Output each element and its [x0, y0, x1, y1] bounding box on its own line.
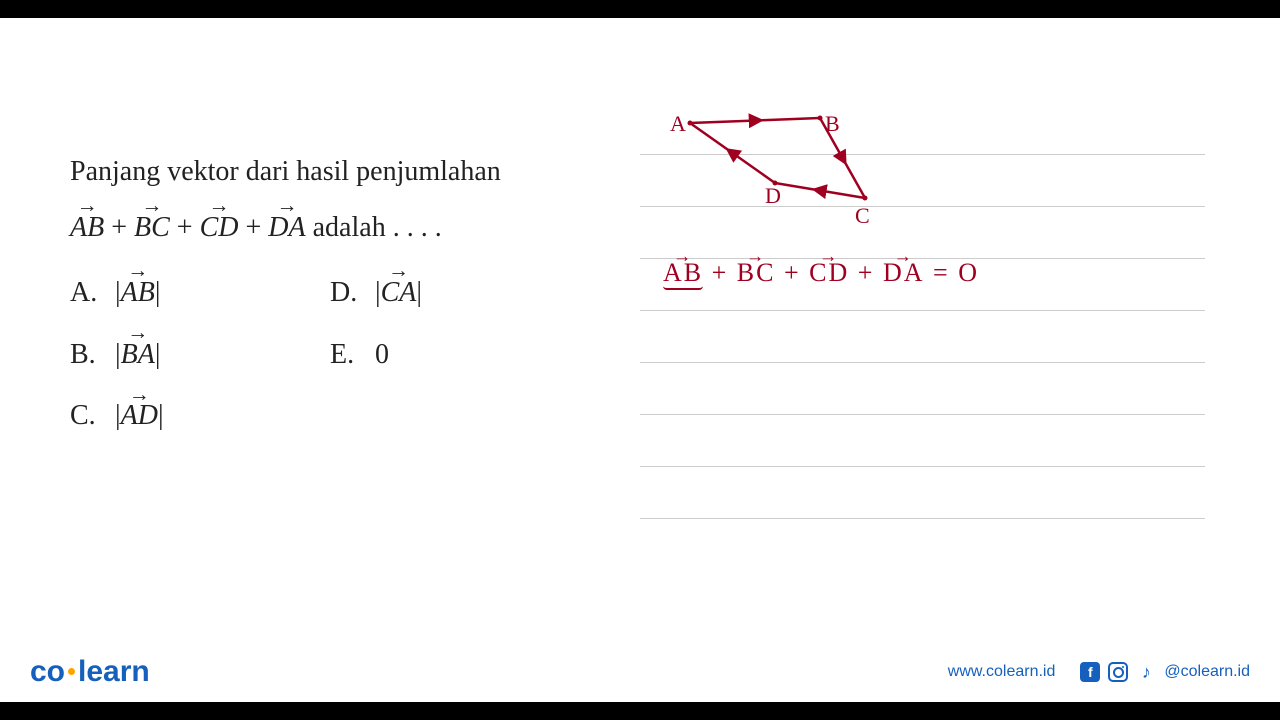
plus-1: +	[111, 212, 134, 243]
svg-text:A: A	[670, 111, 686, 136]
option-e: E. 0	[330, 331, 570, 379]
letterbox-top	[0, 0, 1280, 18]
question-text-line2: AB + BC + CD + DA adalah . . . .	[70, 204, 615, 252]
footer-right: www.colearn.id f ♪ @colearn.id	[948, 662, 1250, 682]
option-d-content: |CA|	[375, 269, 422, 317]
letterbox-bottom	[0, 702, 1280, 720]
handwritten-equation: AB + BC + CD + DA = O	[663, 258, 979, 290]
option-c-letter: C.	[70, 392, 115, 440]
svg-text:D: D	[765, 183, 781, 208]
hw-plus-1: +	[712, 258, 729, 287]
option-b-content: |BA|	[115, 331, 160, 379]
option-a: A. ||AB|AB|	[70, 269, 330, 317]
facebook-icon: f	[1080, 662, 1100, 682]
notepad-line	[640, 415, 1205, 467]
option-b-value: BA	[121, 331, 155, 379]
svg-text:C: C	[855, 203, 870, 223]
hw-result: O	[958, 258, 979, 287]
question-area: Panjang vektor dari hasil penjumlahan AB…	[70, 148, 615, 440]
footer-url: www.colearn.id	[948, 663, 1056, 681]
colearn-logo: colearn	[30, 655, 150, 689]
hw-equals: =	[933, 258, 950, 287]
social-icons: f ♪ @colearn.id	[1080, 662, 1250, 682]
hw-vector-da: DA	[883, 258, 925, 288]
question-suffix: adalah . . . .	[313, 212, 442, 243]
logo-co: co	[30, 655, 65, 688]
main-content: Panjang vektor dari hasil penjumlahan AB…	[0, 18, 1280, 702]
plus-2: +	[177, 212, 200, 243]
logo-dot-icon	[68, 668, 75, 675]
hw-plus-3: +	[858, 258, 875, 287]
footer-handle: @colearn.id	[1164, 663, 1250, 681]
option-c-content: |AD|	[115, 392, 164, 440]
hw-vector-ab: AB	[663, 258, 703, 290]
quadrilateral-diagram: A B C D	[670, 103, 890, 223]
option-b-letter: B.	[70, 331, 115, 379]
hw-vector-cd: CD	[809, 258, 849, 288]
option-d-value: CA	[381, 269, 417, 317]
answer-options: A. ||AB|AB| D. |CA| B. |BA| E. 0 C. |AD|	[70, 269, 615, 440]
option-d: D. |CA|	[330, 269, 570, 317]
tiktok-icon: ♪	[1136, 662, 1156, 682]
vector-bc: BC	[134, 204, 170, 252]
option-c-value: AD	[121, 392, 158, 440]
footer: colearn www.colearn.id f ♪ @colearn.id	[0, 642, 1280, 702]
vector-da: DA	[268, 204, 305, 252]
option-a-value: AB	[121, 269, 155, 317]
notepad-line	[640, 467, 1205, 519]
notepad-line	[640, 363, 1205, 415]
option-a-letter: A.	[70, 269, 115, 317]
hw-plus-2: +	[784, 258, 801, 287]
option-c: C. |AD|	[70, 392, 330, 440]
plus-3: +	[246, 212, 269, 243]
option-e-content: 0	[375, 331, 389, 379]
instagram-icon	[1108, 662, 1128, 682]
option-b: B. |BA|	[70, 331, 330, 379]
hw-vector-bc: BC	[737, 258, 776, 288]
vector-ab: AB	[70, 204, 104, 252]
svg-text:B: B	[825, 111, 840, 136]
option-a-content: ||AB|AB|	[115, 269, 160, 317]
option-e-letter: E.	[330, 331, 375, 379]
logo-learn: learn	[78, 655, 150, 688]
notepad-line	[640, 311, 1205, 363]
option-d-letter: D.	[330, 269, 375, 317]
vector-cd: CD	[200, 204, 239, 252]
